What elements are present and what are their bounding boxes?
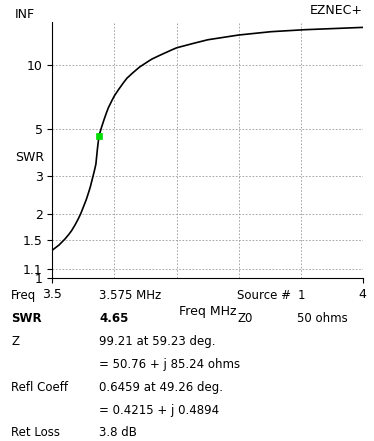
Text: Refl Coeff: Refl Coeff [11,381,68,393]
Text: 99.21 at 59.23 deg.: 99.21 at 59.23 deg. [99,335,215,348]
Text: 50 ohms: 50 ohms [297,312,348,325]
Text: 1: 1 [297,289,305,302]
Text: 3.8 dB: 3.8 dB [99,426,137,439]
Text: 0.6459 at 49.26 deg.: 0.6459 at 49.26 deg. [99,381,223,393]
Text: Z0: Z0 [237,312,253,325]
Text: Z: Z [11,335,19,348]
Text: Freq: Freq [11,289,37,302]
Text: = 50.76 + j 85.24 ohms: = 50.76 + j 85.24 ohms [99,358,240,370]
Text: Source #: Source # [237,289,291,302]
Text: 4.65: 4.65 [99,312,129,325]
Text: 3.575 MHz: 3.575 MHz [99,289,161,302]
Text: INF: INF [15,8,35,21]
Text: = 0.4215 + j 0.4894: = 0.4215 + j 0.4894 [99,404,219,416]
X-axis label: Freq MHz: Freq MHz [179,305,236,318]
Text: EZNEC+: EZNEC+ [310,4,363,17]
Text: SWR: SWR [11,312,42,325]
Text: SWR: SWR [15,151,44,164]
Text: Ret Loss: Ret Loss [11,426,60,439]
